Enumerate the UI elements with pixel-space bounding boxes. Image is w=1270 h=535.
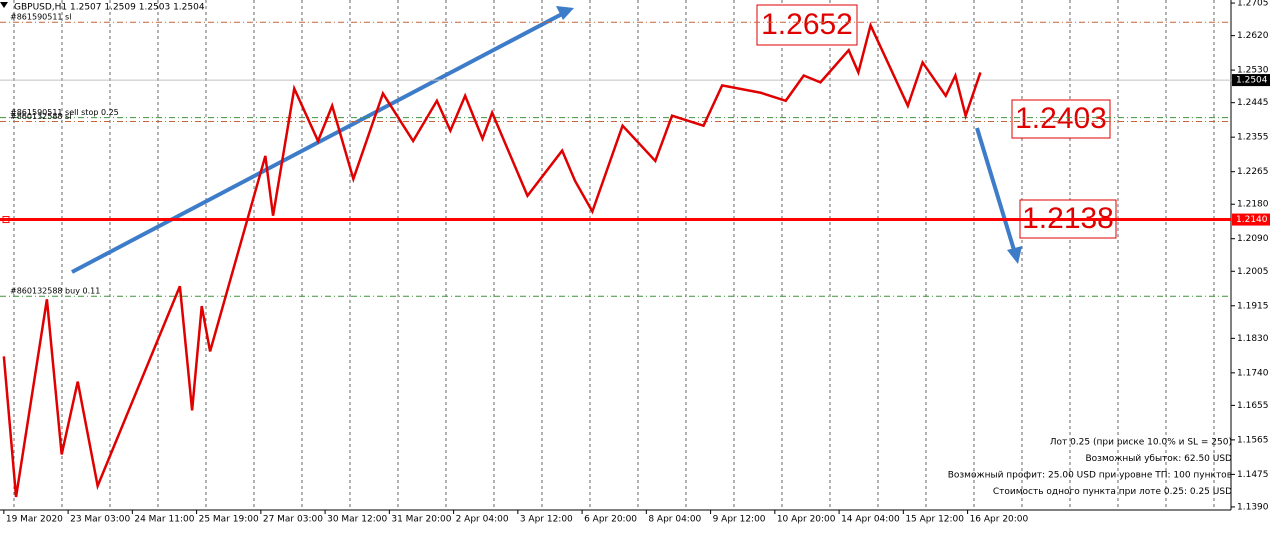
current-price-label: 1.2504	[1236, 76, 1268, 86]
annotation-box	[1011, 99, 1111, 139]
x-tick-label: 23 Mar 03:00	[70, 515, 130, 525]
arrow-up	[71, 12, 563, 274]
y-tick-label: 1.1915	[1237, 301, 1269, 311]
y-tick-label: 1.1740	[1237, 368, 1269, 378]
x-tick-label: 31 Mar 20:00	[391, 515, 451, 525]
x-tick-label: 9 Apr 12:00	[713, 515, 766, 525]
current-price-box	[1232, 74, 1270, 87]
y-tick-label: 1.1565	[1237, 435, 1269, 445]
y-tick-label: 1.2090	[1237, 234, 1269, 244]
x-tick-label: 14 Apr 04:00	[841, 515, 900, 525]
x-tick-label: 3 Apr 12:00	[520, 515, 573, 525]
x-tick-label: 10 Apr 20:00	[777, 515, 836, 525]
order-label: #861590511 sell stop 0.25	[10, 108, 119, 117]
level-box	[1232, 213, 1270, 226]
arrow-head	[556, 6, 574, 20]
arrow-head	[1007, 246, 1022, 264]
menu-icon	[0, 2, 8, 8]
annotation: 1.2652	[761, 8, 853, 41]
annotation-box	[756, 4, 858, 46]
order-label: #861590511 sl	[10, 13, 71, 22]
zigzag-line	[2, 21, 982, 498]
info-line: Возможный убыток: 62.50 USD	[1086, 454, 1233, 464]
y-tick-label: 1.2265	[1237, 167, 1269, 177]
x-tick-label: 27 Mar 03:00	[263, 515, 323, 525]
info-line: Возможный профит: 25.00 USD при уровне Т…	[948, 471, 1232, 481]
x-tick-label: 16 Apr 20:00	[970, 515, 1029, 525]
info-line: Стоимость одного пункта при лоте 0.25: 0…	[993, 487, 1232, 497]
y-tick-label: 1.2180	[1237, 200, 1269, 210]
annotation: 1.2403	[1015, 102, 1107, 135]
arrow-down	[975, 127, 1016, 251]
y-tick-label: 1.1655	[1237, 401, 1269, 411]
y-tick-label: 1.2445	[1237, 98, 1269, 108]
x-tick-label: 19 Mar 2020	[6, 515, 63, 525]
level-handle	[2, 216, 10, 224]
y-tick-label: 1.1830	[1237, 334, 1269, 344]
grid	[13, 0, 1215, 510]
level-label: 1.2140	[1236, 215, 1268, 225]
y-tick-label: 1.1390	[1237, 502, 1269, 512]
y-tick-label: 1.2530	[1237, 66, 1269, 76]
trend-arrows	[71, 6, 1022, 274]
y-tick-label: 1.2355	[1237, 133, 1269, 143]
y-tick-label: 1.1475	[1237, 470, 1269, 480]
x-tick-label: 24 Mar 11:00	[134, 515, 194, 525]
order-label: #860132588 buy 0.11	[10, 287, 100, 296]
x-tick-label: 6 Apr 20:00	[584, 515, 637, 525]
order-label: #860132588 sl	[10, 112, 71, 121]
y-tick-label: 1.2620	[1237, 31, 1269, 41]
info-line: Лот 0.25 (при риске 10.0% и SL = 250)	[1050, 438, 1232, 448]
chart-title: GBPUSD,H1 1.2507 1.2509 1.2503 1.2504	[14, 3, 205, 13]
x-tick-label: 15 Apr 12:00	[905, 515, 964, 525]
y-tick-label: 1.2705	[1237, 0, 1269, 9]
x-tick-label: 30 Mar 12:00	[327, 515, 387, 525]
x-tick-label: 2 Apr 04:00	[456, 515, 509, 525]
x-tick-label: 8 Apr 04:00	[648, 515, 701, 525]
y-tick-label: 1.2005	[1237, 267, 1269, 277]
x-tick-label: 25 Mar 19:00	[199, 515, 259, 525]
